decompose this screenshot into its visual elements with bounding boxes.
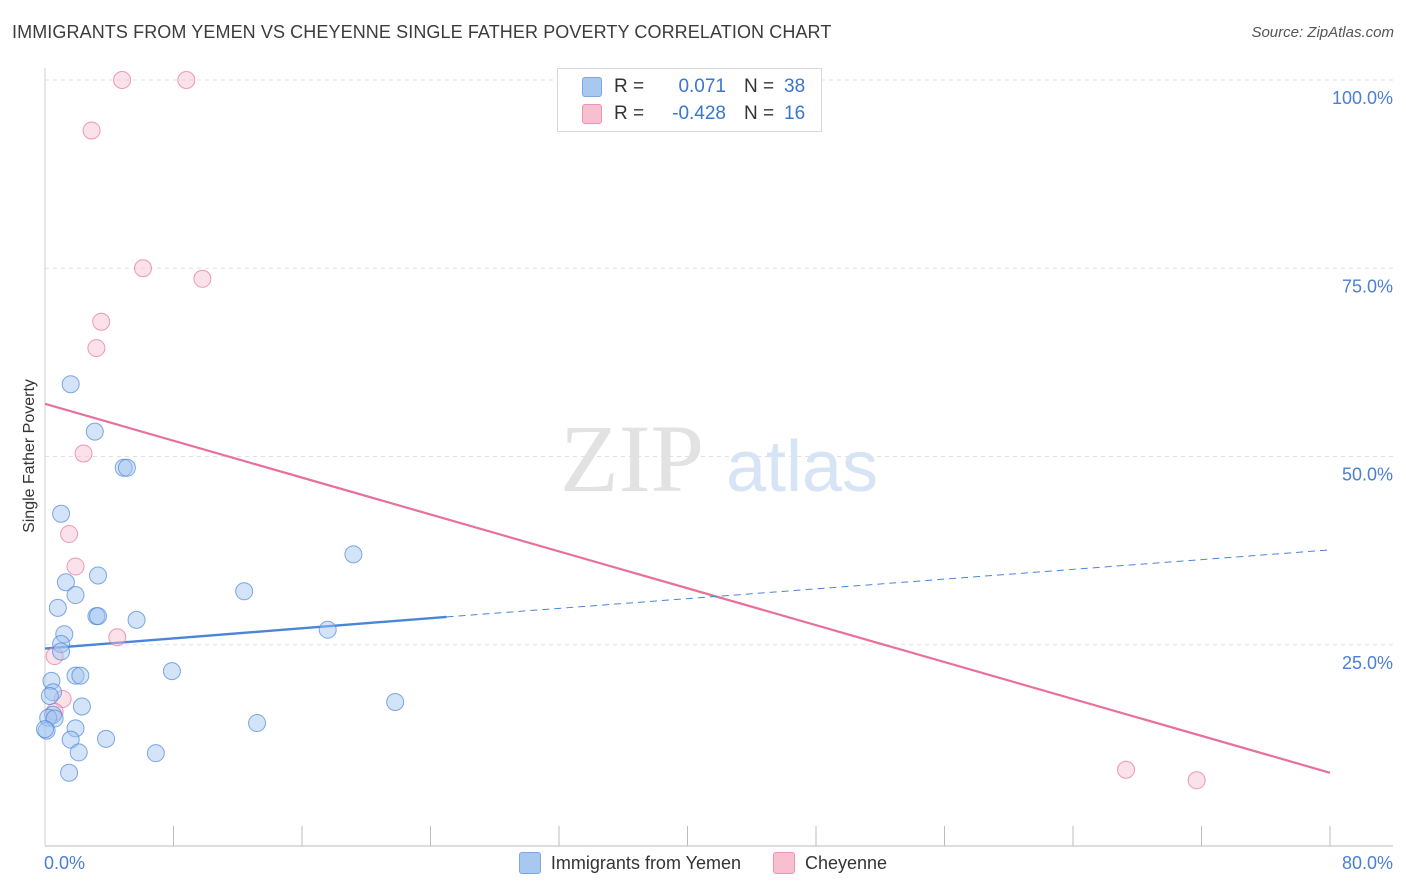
- point-cheyenne: [92, 312, 111, 331]
- legend-swatch-cheyenne: [582, 104, 602, 124]
- gridlines: [45, 79, 1393, 646]
- legend-n-value: 16: [784, 103, 806, 124]
- series-legend-yemen: Immigrants from Yemen: [518, 852, 741, 874]
- legend-n-label: N =: [744, 76, 775, 97]
- point-yemen: [52, 642, 71, 661]
- legend-row-cheyenne: R = -0.428 N = 16: [582, 101, 814, 127]
- point-yemen: [72, 697, 91, 716]
- point-cheyenne: [87, 339, 106, 358]
- point-yemen: [66, 719, 85, 738]
- point-yemen: [42, 671, 61, 690]
- point-yemen: [40, 686, 59, 705]
- point-cheyenne: [113, 71, 132, 89]
- point-cheyenne: [133, 259, 152, 278]
- series-legend-cheyenne: Cheyenne: [773, 852, 887, 874]
- point-yemen: [235, 582, 254, 601]
- point-cheyenne: [193, 269, 212, 288]
- trend-line-cheyenne: [44, 402, 1331, 774]
- point-yemen: [60, 763, 79, 782]
- point-yemen: [97, 729, 116, 748]
- x-tick-label: 0.0%: [44, 853, 85, 873]
- point-yemen: [89, 566, 108, 585]
- chart-title: IMMIGRANTS FROM YEMEN VS CHEYENNE SINGLE…: [12, 22, 832, 42]
- series-swatch-cheyenne: [773, 852, 795, 874]
- point-yemen: [146, 744, 165, 763]
- series-legend: Immigrants from Yemen Cheyenne: [0, 852, 1406, 874]
- y-tick-label: 25.0%: [1342, 653, 1393, 673]
- series-label-cheyenne: Cheyenne: [805, 852, 888, 873]
- source-label: Source: ZipAtlas.com: [1251, 24, 1394, 41]
- legend-swatch-yemen: [582, 77, 602, 97]
- point-yemen: [56, 573, 75, 592]
- point-cheyenne: [74, 444, 93, 463]
- legend-r-label: R =: [614, 76, 645, 97]
- point-yemen: [66, 586, 85, 605]
- series-label-yemen: Immigrants from Yemen: [550, 852, 741, 873]
- axes: [44, 68, 1393, 847]
- point-yemen: [85, 422, 104, 441]
- legend-row-yemen: R = 0.071 N = 38: [582, 74, 814, 100]
- legend-r-label: R =: [614, 103, 645, 124]
- point-cheyenne: [108, 628, 127, 647]
- point-yemen: [52, 634, 71, 653]
- point-yemen: [52, 504, 71, 523]
- legend-n-label: N =: [744, 103, 775, 124]
- point-yemen: [61, 730, 80, 749]
- y-tick-label: 75.0%: [1342, 276, 1393, 296]
- point-yemen: [69, 743, 88, 762]
- point-yemen: [344, 545, 363, 564]
- trend-line-yemen: [44, 615, 447, 650]
- point-yemen: [127, 610, 146, 629]
- point-yemen: [71, 666, 90, 685]
- y-axis-label: Single Father Poverty: [21, 379, 38, 533]
- watermark-atlas: atlas: [726, 427, 878, 507]
- legend-r-value: 0.071: [678, 76, 726, 97]
- series-swatch-yemen: [518, 852, 541, 874]
- legend-n-value: 38: [784, 76, 806, 97]
- point-yemen: [66, 666, 85, 685]
- point-yemen: [386, 692, 405, 711]
- point-yemen: [89, 607, 108, 626]
- point-yemen: [36, 720, 54, 739]
- point-cheyenne: [1117, 760, 1136, 779]
- x-tick-label: 80.0%: [1342, 853, 1393, 873]
- legend-r-value: -0.428: [672, 103, 726, 124]
- point-cheyenne: [66, 557, 85, 576]
- point-yemen: [48, 598, 67, 617]
- watermark: ZIP atlas: [560, 405, 878, 512]
- point-yemen: [248, 714, 267, 733]
- point-cheyenne: [60, 525, 79, 544]
- point-yemen: [55, 625, 74, 644]
- point-yemen: [117, 458, 136, 477]
- point-cheyenne: [177, 71, 196, 89]
- y-tick-label: 50.0%: [1342, 465, 1393, 485]
- point-cheyenne: [82, 121, 101, 140]
- correlation-legend: R = 0.071 N = 38 R = -0.428 N = 16: [557, 68, 822, 132]
- point-yemen: [162, 662, 181, 681]
- point-yemen: [318, 620, 337, 639]
- point-cheyenne: [1187, 771, 1206, 790]
- trend-line-yemen-extrapolated: [446, 549, 1331, 618]
- tick-labels: 25.0% 50.0% 75.0% 100.0% 0.0% 80.0%: [44, 88, 1393, 873]
- y-tick-label: 100.0%: [1332, 88, 1393, 108]
- data-points: [36, 71, 1206, 790]
- watermark-zip: ZIP: [560, 405, 704, 512]
- point-yemen: [61, 375, 80, 394]
